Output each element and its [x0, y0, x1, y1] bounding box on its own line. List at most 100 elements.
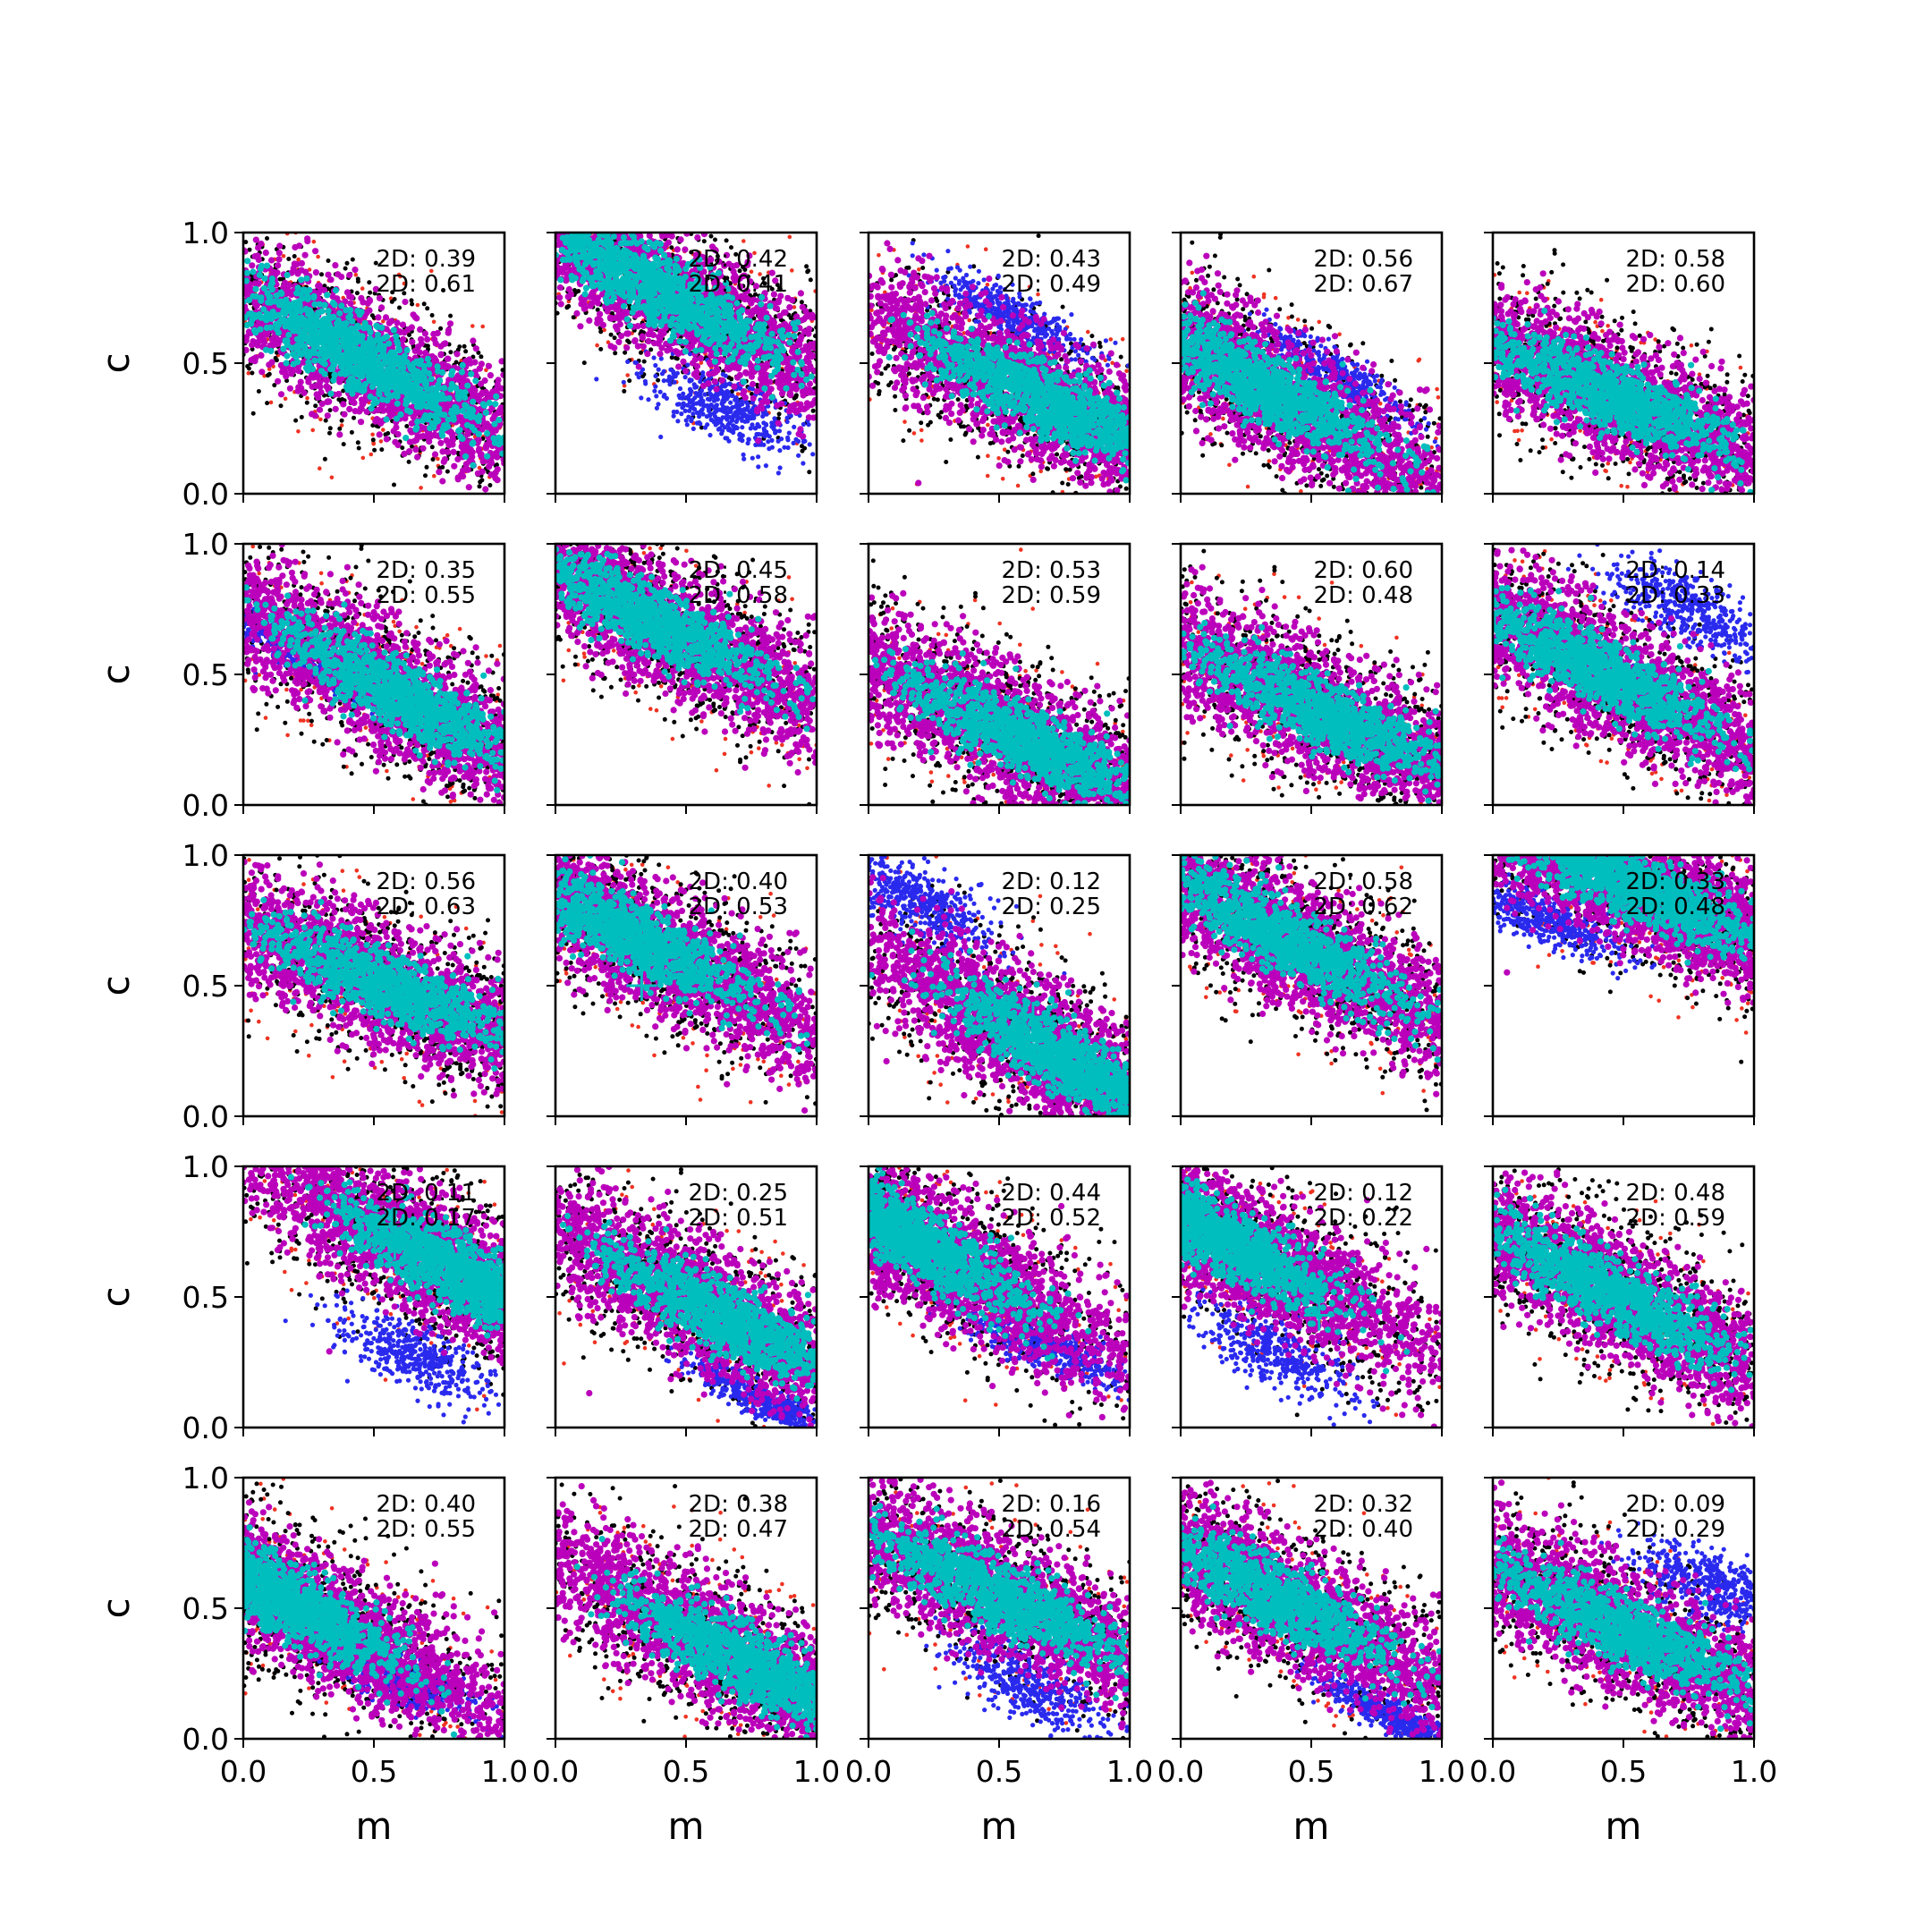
scatter-point	[713, 414, 717, 419]
scatter-point	[379, 447, 384, 452]
scatter-point	[478, 453, 484, 459]
scatter-point	[311, 301, 318, 308]
scatter-point	[393, 424, 399, 430]
scatter-point	[493, 394, 499, 400]
scatter-point	[287, 386, 293, 392]
scatter-point	[432, 451, 438, 457]
scatter-point	[251, 358, 258, 364]
scatter-point	[266, 361, 272, 368]
scatter-point	[341, 342, 347, 348]
scatter-point	[366, 308, 372, 314]
scatter-point	[764, 463, 768, 468]
scatter-point	[284, 360, 290, 366]
scatter-point	[377, 343, 384, 350]
scatter-point	[741, 456, 746, 461]
scatter-point	[430, 445, 435, 449]
scatter-point	[369, 384, 376, 390]
scatter-point	[728, 401, 733, 405]
scatter-point	[734, 419, 739, 424]
scatter-point	[406, 448, 412, 454]
scatter-point	[342, 361, 348, 368]
scatter-point	[355, 291, 360, 295]
scatter-point	[413, 347, 419, 353]
scatter-point	[318, 286, 324, 292]
scatter-point	[284, 397, 288, 402]
scatter-point	[703, 392, 708, 396]
scatter-point	[300, 320, 306, 326]
scatter-point	[379, 377, 386, 383]
scatter-point	[657, 368, 661, 372]
scatter-point	[705, 422, 709, 427]
scatter-point	[278, 299, 284, 305]
scatter-point	[792, 425, 796, 429]
scatter-point	[455, 428, 462, 434]
scatter-point	[428, 376, 435, 382]
scatter-point	[317, 358, 323, 364]
scatter-point	[298, 291, 304, 297]
scatter-point	[496, 417, 502, 423]
scatter-point	[275, 378, 281, 385]
scatter-point	[264, 263, 270, 269]
scatter-point	[653, 363, 657, 368]
scatter-point	[741, 453, 746, 457]
scatter-point	[250, 268, 256, 275]
scatter-point	[395, 431, 402, 437]
scatter-point	[263, 250, 269, 256]
scatter-point	[286, 257, 291, 261]
scatter-point	[729, 377, 733, 381]
scatter-point	[402, 299, 408, 305]
scatter-point	[480, 325, 485, 329]
scatter-point	[453, 351, 460, 357]
scatter-point	[788, 235, 792, 240]
scatter-point	[777, 411, 782, 416]
scatter-point	[288, 344, 294, 351]
scatter-point	[483, 410, 489, 416]
scatter-point	[317, 407, 323, 413]
scatter-point	[675, 419, 680, 423]
scatter-point	[392, 358, 398, 364]
scatter-point	[662, 378, 666, 383]
scatter-point	[257, 389, 261, 394]
y-axis-label: c	[94, 352, 138, 373]
scatter-point	[297, 335, 303, 341]
scatter-point	[742, 407, 747, 411]
scatter-point	[709, 418, 714, 422]
scatter-point	[279, 403, 284, 408]
scatter-point	[374, 324, 380, 330]
scatter-point	[356, 324, 362, 330]
scatter-point	[345, 314, 352, 320]
scatter-point	[282, 280, 288, 286]
scatter-point	[293, 419, 298, 423]
scatter-point	[724, 238, 729, 242]
scatter-point	[298, 276, 304, 283]
scatter-point	[800, 444, 804, 448]
scatter-point	[672, 380, 676, 385]
scatter-point	[319, 272, 324, 276]
scatter-point	[305, 396, 309, 401]
scatter-point	[432, 432, 438, 438]
scatter-point	[322, 371, 328, 377]
scatter-point	[680, 405, 684, 410]
scatter-point	[670, 355, 674, 360]
scatter-point	[380, 408, 386, 414]
scatter-point	[493, 470, 499, 476]
scatter-point	[331, 372, 337, 378]
scatter-point	[368, 291, 372, 295]
scatter-point	[333, 287, 339, 293]
scatter-point	[809, 277, 813, 282]
scatter-point	[301, 390, 307, 396]
scatter-point	[392, 483, 396, 487]
scatter-point	[722, 399, 726, 403]
scatter-point	[354, 346, 360, 352]
scatter-point	[371, 396, 377, 402]
scatter-point	[335, 323, 341, 329]
scatter-point	[370, 353, 377, 360]
scatter-point	[303, 275, 309, 282]
scatter-point	[342, 371, 348, 377]
scatter-point	[324, 377, 330, 384]
scatter-point	[639, 351, 643, 355]
scatter-point	[326, 258, 331, 263]
scatter-point	[346, 406, 352, 412]
scatter-point	[464, 422, 470, 428]
scatter-point	[714, 404, 718, 409]
